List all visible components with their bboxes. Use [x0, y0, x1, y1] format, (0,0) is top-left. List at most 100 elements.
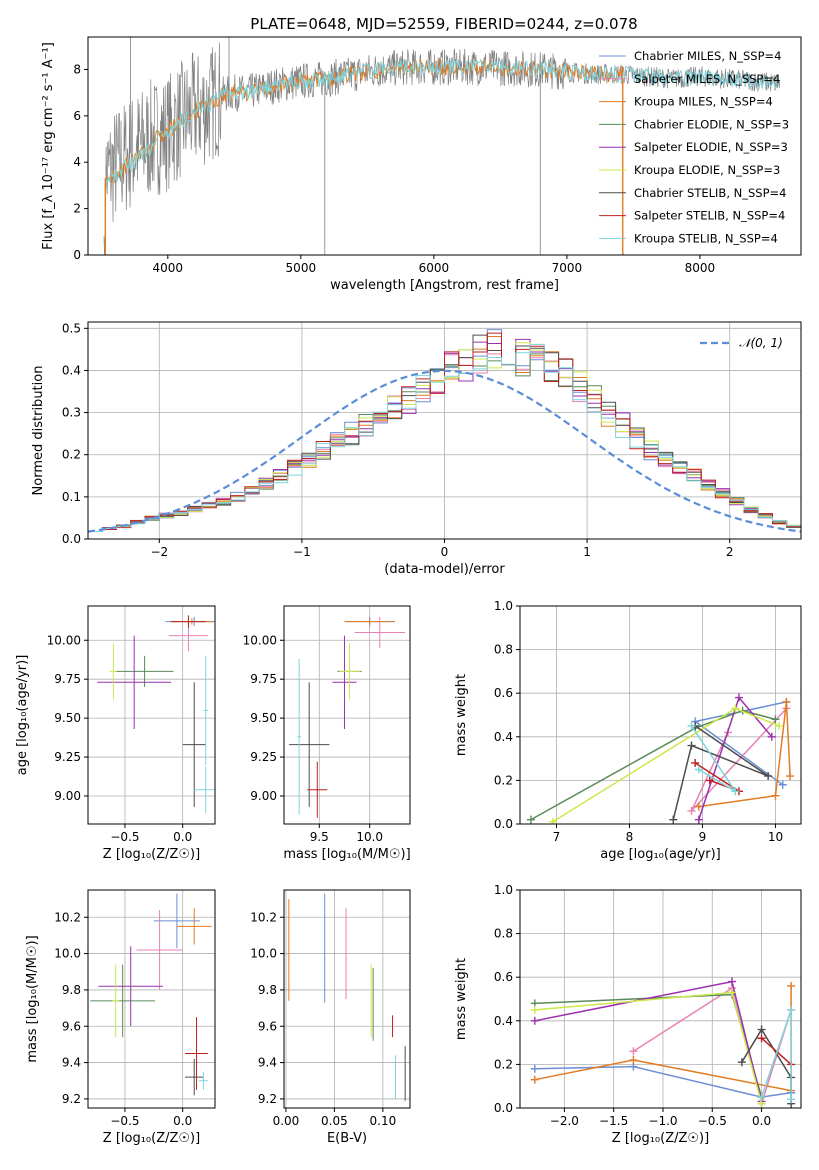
panel-spectrum: 4000 5000 6000 7000 8000 0 2 4 6 8 wavelength [Ang… — [41, 36, 802, 293]
y-axis-label: mass weight — [454, 958, 469, 1040]
weight-marker — [757, 1093, 766, 1102]
weight-marker — [629, 1047, 638, 1056]
y-tick-label: 10.2 — [54, 910, 81, 924]
x-tick-label: −1.5 — [599, 1114, 628, 1128]
weight-marker — [727, 977, 736, 986]
y-tick-label: 9.75 — [250, 672, 277, 686]
panel-mass_vs_ebv: 0.00 0.05 0.10 9.2 9.4 9.6 9.8 10.0 10.2 E(B-V) — [250, 889, 411, 1146]
weight-marker — [787, 1005, 796, 1014]
weight-marker — [787, 981, 796, 990]
weight-marker — [694, 802, 703, 811]
weight-marker — [786, 772, 795, 781]
weight-marker — [767, 732, 776, 741]
legend-label: Salpeter MILES, N_SSP=4 — [634, 72, 780, 86]
x-axis-label: Z [log₁₀(Z/Z☉)] — [612, 1131, 709, 1146]
x-tick-label: 0.10 — [370, 1114, 397, 1128]
weight-marker — [530, 1064, 539, 1073]
y-tick-label: 10.2 — [250, 910, 277, 924]
y-tick-label: 1.0 — [494, 883, 513, 897]
model-line-kroupa_stelib — [104, 58, 780, 193]
y-tick-label: 8 — [73, 62, 81, 76]
x-tick-label: 10 — [768, 830, 783, 844]
x-tick-label: 5000 — [286, 261, 317, 275]
x-axis-label: E(B-V) — [327, 1131, 367, 1146]
weight-marker — [771, 715, 780, 724]
spectrum-data-line — [103, 42, 781, 255]
x-tick-label: 2 — [726, 545, 734, 559]
axes-frame — [87, 889, 216, 1109]
weight-marker — [530, 1016, 539, 1025]
y-tick-label: 0.0 — [62, 532, 81, 546]
x-tick-label: 4000 — [153, 261, 184, 275]
y-axis-label: Normed distribution — [31, 366, 46, 496]
plot-area — [520, 606, 801, 824]
weight-line-chabrier_miles — [534, 1065, 792, 1098]
y-tick-label: 9.00 — [54, 789, 81, 803]
y-tick-label: 0.4 — [494, 730, 513, 744]
y-tick-label: 9.2 — [62, 1092, 81, 1106]
y-tick-label: 9.6 — [62, 1019, 81, 1033]
axes-frame — [283, 605, 411, 825]
weight-marker — [775, 721, 784, 730]
weight-marker — [757, 1034, 766, 1043]
y-tick-label: 9.2 — [258, 1092, 277, 1106]
panel-weight_vs_age: 7 8 9 10 0.0 0.2 0.4 0.6 0.8 1.0 age [log₁₀(age/yr… — [454, 599, 802, 862]
weight-line-kroupa_stelib — [760, 1009, 792, 1100]
legend-label: Salpeter ELODIE, N_SSP=3 — [634, 140, 788, 154]
x-axis-label: mass [log₁₀(M/M☉)] — [283, 847, 410, 862]
weight-marker — [787, 1095, 796, 1104]
y-tick-label: 6 — [73, 109, 81, 123]
y-axis-label: Flux [f_λ 10⁻¹⁷ erg cm⁻² s⁻¹ A⁻¹] — [41, 42, 56, 250]
y-tick-label: 0.5 — [62, 321, 81, 335]
x-tick-label: 8 — [626, 830, 634, 844]
weight-marker — [782, 697, 791, 706]
weight-line-chabrier_elodie — [534, 993, 763, 1098]
y-tick-label: 0.6 — [494, 970, 513, 984]
legend-label: Kroupa ELODIE, N_SSP=3 — [634, 163, 780, 177]
plot-area — [520, 890, 801, 1108]
model-line-kroupa_miles — [104, 58, 623, 193]
weight-marker — [694, 815, 703, 824]
y-tick-label: 10.00 — [243, 633, 277, 647]
y-tick-label: 9.50 — [250, 711, 277, 725]
weight-marker — [629, 1056, 638, 1065]
axes-frame — [87, 36, 802, 256]
weight-marker — [530, 1005, 539, 1014]
x-axis-label: Z [log₁₀(Z/Z☉)] — [103, 847, 200, 862]
x-tick-label: 0.0 — [173, 1114, 192, 1128]
weight-marker — [727, 988, 736, 997]
weight-marker — [731, 787, 740, 796]
legend-label: Kroupa MILES, N_SSP=4 — [634, 95, 773, 109]
weight-marker — [764, 772, 773, 781]
y-tick-label: 0.1 — [62, 490, 81, 504]
x-axis-label: (data-model)/error — [384, 562, 505, 577]
weight-marker — [526, 815, 535, 824]
legend: 𝒩(0, 1) — [700, 336, 783, 350]
y-tick-label: 10.0 — [250, 947, 277, 961]
y-tick-label: 0.2 — [62, 448, 81, 462]
x-tick-label: 1 — [583, 545, 591, 559]
x-tick-label: 9 — [699, 830, 707, 844]
y-tick-label: 0.4 — [494, 1014, 513, 1028]
weight-marker — [530, 1075, 539, 1084]
panel-weight_vs_Z: −2.0 −1.5 −1.0 −0.5 0.0 0.0 0.2 0.4 0.6 0.8 1.0 Z [… — [454, 883, 802, 1146]
gaussian-curve — [88, 369, 801, 533]
figure-title: PLATE=0648, MJD=52559, FIBERID=0244, z=0… — [250, 15, 637, 33]
legend-label: Salpeter STELIB, N_SSP=4 — [634, 209, 785, 223]
x-axis-label: wavelength [Angstrom, rest frame] — [330, 278, 559, 293]
y-axis-label: mass [log₁₀(M/M☉)] — [25, 935, 40, 1062]
y-tick-label: 10.0 — [54, 947, 81, 961]
weight-marker — [694, 765, 703, 774]
x-axis-label: Z [log₁₀(Z/Z☉)] — [103, 1131, 200, 1146]
legend-label: Chabrier MILES, N_SSP=4 — [634, 49, 781, 63]
weight-line-chabrier_stelib — [672, 725, 769, 820]
x-tick-label: −1.0 — [648, 1114, 677, 1128]
x-tick-label: 0.0 — [173, 830, 192, 844]
legend-label: Kroupa STELIB, N_SSP=4 — [634, 231, 778, 245]
x-axis-label: age [log₁₀(age/yr)] — [600, 847, 721, 862]
x-tick-label: −0.5 — [698, 1114, 727, 1128]
y-tick-label: 0.4 — [62, 363, 81, 377]
legend-label: 𝒩(0, 1) — [739, 336, 783, 350]
y-tick-label: 0.8 — [494, 927, 513, 941]
panel-residuals: −2 −1 0 1 2 0.0 0.1 0.2 0.3 0.4 0.5 (data-model)/er… — [31, 321, 802, 577]
